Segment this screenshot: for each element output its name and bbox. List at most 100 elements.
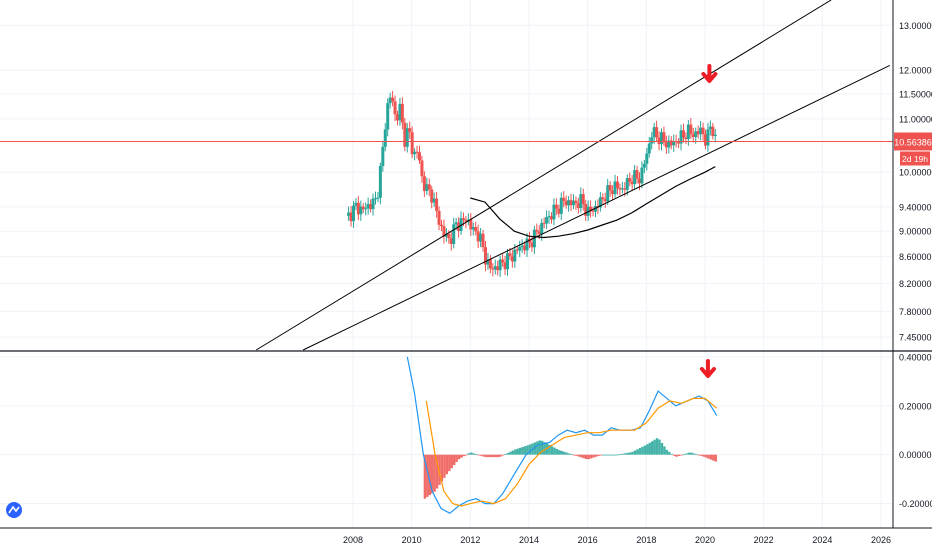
candle-body (601, 197, 605, 200)
candle-body (354, 202, 358, 206)
grid-lines (0, 0, 893, 528)
histogram-bar (457, 454, 461, 460)
histogram-bar (445, 454, 449, 475)
candle-body (459, 218, 463, 231)
candle-body (589, 206, 593, 211)
candle-body (493, 266, 497, 270)
candle-body (408, 128, 412, 133)
candle-body (437, 210, 441, 225)
tradingview-logo-icon[interactable] (6, 502, 22, 518)
arrow-head (699, 367, 716, 378)
histogram-bar (523, 446, 527, 455)
macd-histogram (423, 438, 717, 499)
histogram-bar (536, 441, 539, 455)
candle-body (567, 200, 571, 206)
candle-body (574, 200, 578, 204)
histogram-bar (426, 454, 429, 497)
candle-body (677, 141, 681, 144)
logo-mark (8, 505, 20, 514)
histogram-bar (685, 453, 688, 455)
x-tick-label: 2022 (754, 535, 774, 545)
candle-body (630, 181, 634, 185)
candle-body (701, 127, 705, 135)
candle-body (696, 131, 700, 135)
candle-body (549, 216, 553, 220)
histogram-bar (687, 452, 691, 455)
candle-body (427, 184, 431, 190)
macd-tick-label: 0.20000 (899, 401, 932, 411)
histogram-bar (690, 452, 693, 455)
histogram-bar (682, 454, 686, 456)
histogram-bar (448, 454, 451, 472)
histogram-bar (465, 454, 468, 456)
histogram-bar (526, 445, 529, 455)
candle-body (576, 203, 580, 209)
histogram-bar (587, 454, 590, 460)
histogram-bar (533, 442, 537, 455)
candle-body (496, 266, 500, 271)
histogram-bar (594, 454, 598, 457)
candle-body (503, 262, 507, 270)
candle-body (542, 222, 546, 224)
candle-body (454, 222, 458, 225)
histogram-bar (467, 453, 471, 455)
histogram-bar (435, 454, 439, 489)
candle-body (706, 129, 710, 146)
candle-body (420, 160, 424, 177)
candle-body (554, 204, 558, 209)
histogram-bar (538, 440, 541, 455)
candle-body (562, 197, 566, 201)
histogram-bar (616, 454, 620, 456)
histogram-bar (443, 454, 446, 478)
histogram-bar (702, 454, 705, 457)
histogram-bar (580, 454, 583, 458)
candle-body (625, 178, 629, 190)
candle-body (681, 130, 685, 138)
candle-body (579, 194, 583, 209)
price-label-box (894, 132, 932, 151)
candle-body (476, 231, 480, 242)
candle-body (378, 166, 382, 198)
signal-line (425, 397, 718, 507)
histogram-bar (604, 454, 607, 456)
histogram-bar (643, 445, 647, 455)
histogram-bar (624, 453, 627, 455)
candle-body (351, 205, 355, 222)
candle-body (545, 217, 549, 224)
candle-body (417, 152, 421, 161)
candle-body (415, 151, 419, 153)
histogram-bar (567, 453, 571, 455)
histogram-bar (670, 453, 673, 455)
candle-body (371, 198, 375, 210)
histogram-bar (660, 442, 664, 455)
candle-body (571, 200, 575, 206)
candle-body (613, 181, 617, 195)
histogram-bar (714, 454, 717, 462)
histogram-bar (609, 454, 612, 456)
candle-body (691, 134, 695, 138)
x-tick-label: 2026 (871, 535, 891, 545)
histogram-bar (712, 454, 715, 461)
candle-body (361, 206, 365, 210)
histogram-bar (599, 454, 603, 456)
histogram-bar (611, 454, 615, 456)
candle-body (547, 216, 551, 218)
candle-body (628, 178, 632, 182)
candle-body (359, 206, 363, 215)
candle-body (383, 129, 387, 147)
x-tick-label: 2010 (402, 535, 422, 545)
x-tick-label: 2024 (812, 535, 832, 545)
histogram-bar (653, 439, 656, 455)
candle-body (557, 208, 561, 214)
candle-body (713, 134, 717, 136)
histogram-bar (697, 454, 700, 456)
candle-body (523, 245, 527, 251)
histogram-bar (514, 449, 517, 455)
candle-body (618, 187, 622, 190)
histogram-bar (560, 450, 563, 455)
candle-body (603, 199, 607, 202)
candle-body (483, 247, 487, 265)
histogram-bar (651, 441, 654, 455)
